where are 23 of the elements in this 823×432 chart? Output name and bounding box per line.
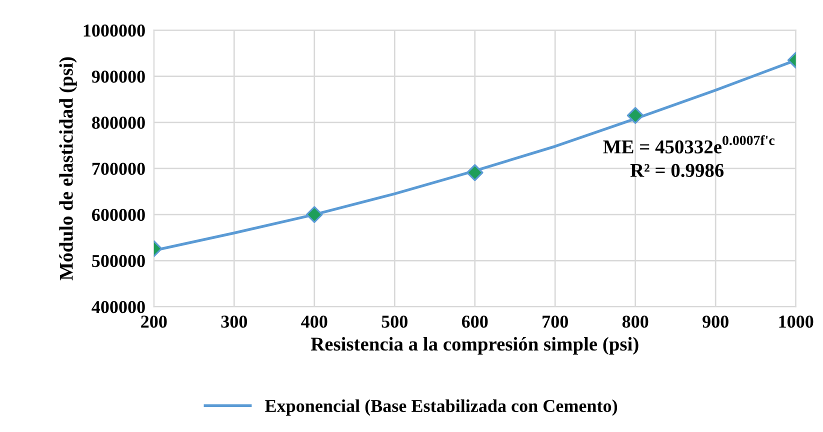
annotation: R² = 0.9986 [630,164,724,178]
y-tick-label: 600000 [92,208,145,221]
x-tick-label: 500 [382,316,408,328]
x-tick-label: 1000 [779,316,814,328]
annotation: 0.0007f'c [722,135,775,146]
annotation: ME = 450332e [603,140,722,154]
y-tick-label: 700000 [92,162,145,175]
y-tick-label: 500000 [92,254,145,268]
x-tick-label: 600 [462,316,488,328]
x-axis-title: Resistencia a la compresión simple (psi) [310,336,638,355]
y-tick-label: 800000 [92,116,145,129]
legend-label: Exponencial (Base Estabilizada con Cemento) [265,399,618,416]
x-tick-label: 700 [542,316,568,328]
y-tick-label: 900000 [92,70,145,83]
point [466,164,484,182]
y-axis-title: Módulo de elasticidad (psi) [59,57,77,280]
y-tick-label: 400000 [92,300,145,314]
x-tick-label: 400 [301,316,328,328]
x-tick-label: 900 [702,316,728,328]
x-tick-label: 800 [622,316,648,328]
x-tick-label: 200 [141,316,167,328]
x-tick-label: 300 [221,316,247,328]
y-tick-label: 1000000 [84,24,145,37]
